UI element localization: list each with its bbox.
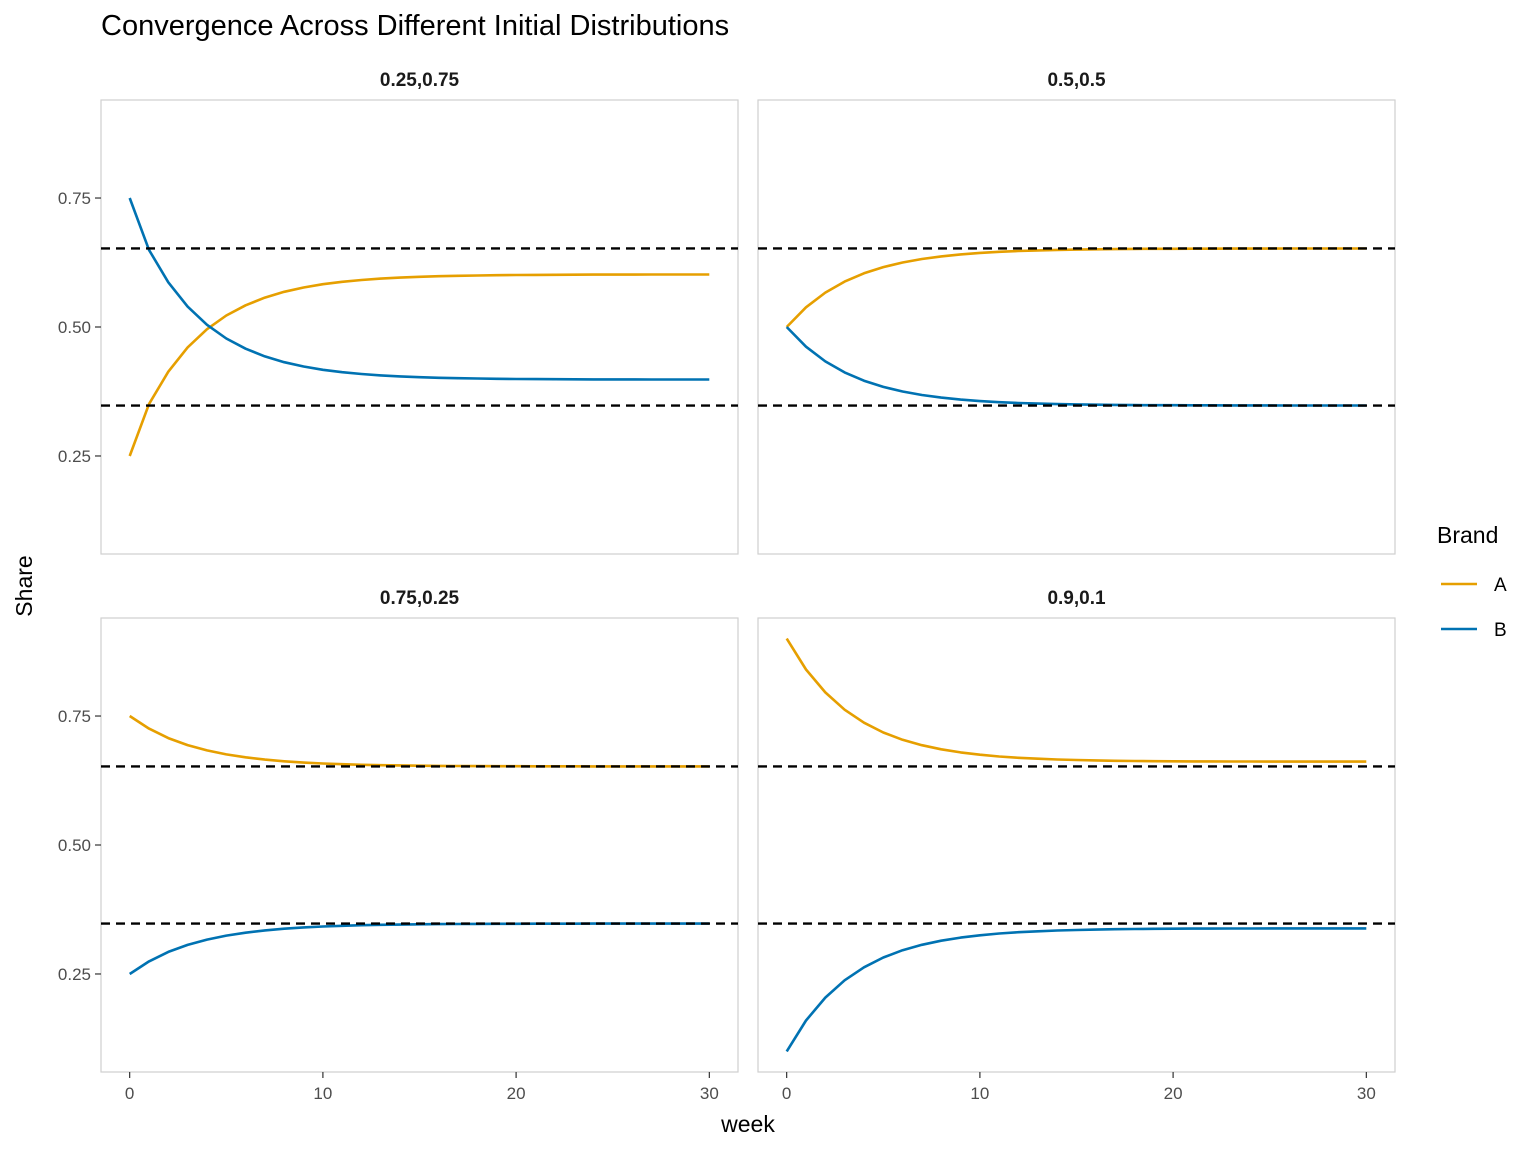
panel-border (757, 99, 1396, 555)
series-line-a (785, 247, 1367, 328)
legend-label-a: A (1494, 575, 1507, 596)
series-line-a (128, 714, 710, 768)
legend-label-b: B (1494, 620, 1507, 641)
x-axis-title: week (720, 1111, 775, 1137)
x-tick-label: 20 (507, 1084, 526, 1103)
legend: Brand A B (1437, 522, 1507, 641)
y-tick-label: 0.25 (58, 447, 91, 466)
panel-border (100, 617, 739, 1073)
panel-border (100, 99, 739, 555)
y-tick-label: 0.50 (58, 836, 91, 855)
y-axis-title: Share (11, 555, 37, 616)
panel-strip-label: 0.75,0.25 (380, 588, 460, 609)
chart-title: Convergence Across Different Initial Dis… (101, 10, 729, 42)
y-tick-label: 0.25 (58, 965, 91, 984)
y-tick-label: 0.75 (58, 189, 91, 208)
series-line-b (128, 197, 710, 381)
panel-3: 0.75,0.25 0.25 0.50 0.75 0 10 20 30 (58, 588, 739, 1103)
panel-2: 0.5,0.5 (757, 70, 1396, 555)
series-line-b (785, 326, 1367, 407)
panel-border (757, 617, 1396, 1073)
x-tick-label: 10 (970, 1084, 989, 1103)
panel-1: 0.25,0.75 0.25 0.50 0.75 (58, 70, 739, 555)
series-line-b (785, 927, 1367, 1053)
y-tick-label: 0.50 (58, 318, 91, 337)
x-tick-label: 10 (313, 1084, 332, 1103)
x-tick-label: 0 (782, 1084, 791, 1103)
facet-panels: 0.25,0.75 0.25 0.50 0.75 0.5,0.5 0.75,0.25 0.2… (58, 70, 1396, 1103)
series-line-b (128, 922, 710, 976)
x-tick-label: 0 (125, 1084, 134, 1103)
series-line-a (128, 273, 710, 457)
panel-strip-label: 0.9,0.1 (1047, 588, 1106, 609)
y-tick-label: 0.75 (58, 707, 91, 726)
series-line-a (785, 637, 1367, 763)
panel-4: 0.9,0.1 0 10 20 30 (757, 588, 1396, 1103)
legend-title: Brand (1437, 522, 1498, 548)
x-tick-label: 30 (1357, 1084, 1376, 1103)
x-tick-label: 30 (700, 1084, 719, 1103)
panel-strip-label: 0.25,0.75 (380, 70, 460, 91)
x-tick-label: 20 (1164, 1084, 1183, 1103)
panel-strip-label: 0.5,0.5 (1047, 70, 1106, 91)
